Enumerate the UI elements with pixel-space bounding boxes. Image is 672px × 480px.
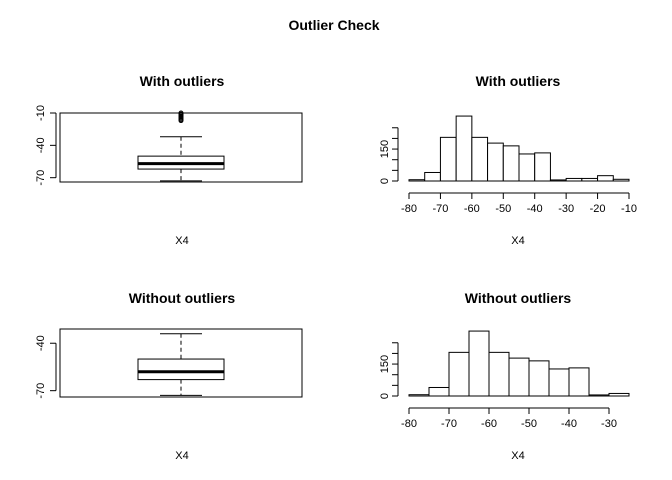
- histogram-bar: [455, 115, 473, 182]
- histogram-bar: [508, 357, 530, 397]
- x-tick-label: -40: [561, 418, 577, 430]
- panel-bottom-left: Without outliers X4 -70 -40: [35, 290, 303, 462]
- box-iqr: [137, 358, 225, 381]
- x-tick-label: -80: [401, 418, 417, 430]
- x-tick-label: -60: [464, 203, 480, 215]
- histogram-bar: [568, 367, 590, 397]
- y-tick-label: 150: [379, 140, 391, 158]
- panel-title: Without outliers: [129, 290, 236, 306]
- x-tick-label: -60: [481, 418, 497, 430]
- histogram-bar: [588, 394, 610, 397]
- panel-top-left: With outliers X4 -70 -40 -10: [35, 73, 303, 247]
- x-tick-label: -80: [401, 203, 417, 215]
- histogram-bar: [608, 392, 630, 397]
- x-tick-label: -30: [601, 418, 617, 430]
- panel-title: With outliers: [476, 73, 561, 89]
- histogram-bar: [597, 175, 614, 182]
- x-axis-label: X4: [175, 235, 188, 247]
- x-tick-label: -70: [432, 203, 448, 215]
- x-tick-label: -50: [495, 203, 511, 215]
- histogram-bar: [424, 171, 441, 182]
- panel-title: Without outliers: [465, 290, 572, 306]
- histogram-bar: [518, 153, 536, 182]
- panel-title: With outliers: [140, 73, 225, 89]
- histogram-bar: [528, 360, 550, 397]
- histogram-bar: [502, 145, 520, 182]
- histogram-bar: [428, 386, 450, 397]
- panel-top-right: With outliers X4 -80 -70 -60 -50 -40 -30 -20 -10 0…: [379, 73, 637, 247]
- histogram-bar: [487, 142, 504, 182]
- histogram-bar: [488, 351, 510, 397]
- y-tick-label: -40: [35, 137, 47, 153]
- outlier-point: [178, 118, 184, 124]
- x-axis-label: X4: [511, 235, 524, 247]
- histogram-bar: [408, 394, 430, 397]
- y-tick-label: 0: [379, 178, 391, 184]
- histogram-bar: [565, 177, 583, 182]
- histogram-bar: [471, 136, 489, 182]
- histogram-bar: [448, 351, 470, 397]
- y-tick-label: -40: [35, 335, 47, 351]
- plot-frame: [59, 328, 303, 398]
- x-tick-label: -50: [521, 418, 537, 430]
- y-tick-label: -70: [35, 383, 47, 399]
- y-tick-label: -10: [35, 105, 47, 121]
- histogram-bar: [468, 330, 490, 397]
- y-tick-label: 0: [379, 393, 391, 399]
- x-tick-label: -70: [441, 418, 457, 430]
- chart-panels: With outliers X4 -70 -40 -10 With outliers X4 -…: [35, 73, 637, 462]
- histogram-bar: [548, 368, 570, 397]
- y-tick-label: -70: [35, 170, 47, 186]
- histogram-bar: [549, 179, 567, 182]
- x-axis-label: X4: [511, 450, 524, 462]
- x-axis-label: X4: [175, 450, 188, 462]
- panel-bottom-right: Without outliers X4 -80 -70 -60 -50 -40 -30 0 150: [379, 290, 630, 462]
- histogram-bar: [612, 178, 630, 182]
- y-tick-label: 150: [379, 355, 391, 373]
- x-tick-label: -10: [621, 203, 637, 215]
- histogram-bar: [581, 177, 599, 182]
- x-tick-label: -30: [558, 203, 574, 215]
- figure-title: Outlier Check: [288, 17, 379, 33]
- x-tick-label: -40: [527, 203, 543, 215]
- histogram-bar: [439, 136, 457, 182]
- x-tick-label: -20: [590, 203, 606, 215]
- histogram-bar: [534, 152, 551, 182]
- histogram-bar: [408, 179, 426, 182]
